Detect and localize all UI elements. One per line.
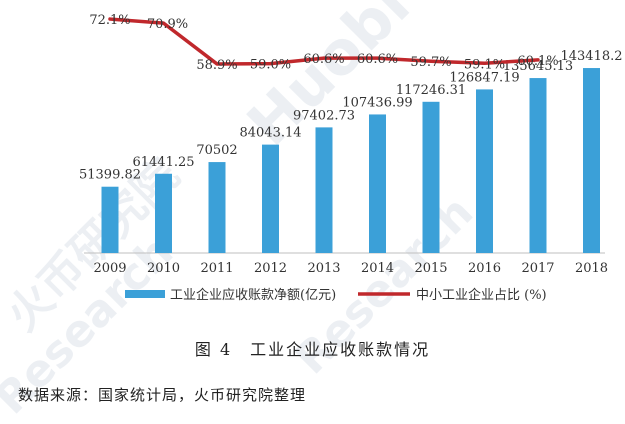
bar-value-label: 126847.19: [449, 70, 519, 85]
bar-value-label: 107436.99: [342, 95, 412, 110]
line-value-label: 60.6%: [357, 52, 398, 67]
bar-value-label: 97402.73: [293, 108, 355, 123]
line-value-label: 59.0%: [250, 58, 291, 73]
x-tick-label: 2016: [468, 261, 501, 276]
bar-2009: [101, 186, 119, 253]
bar-value-label: 51399.82: [79, 168, 141, 183]
x-tick-label: 2018: [575, 261, 608, 276]
bar-2013: [315, 127, 333, 253]
line-series-sme-share: [108, 17, 540, 66]
line-value-label: 60.1%: [517, 54, 558, 69]
bar-2018: [583, 68, 600, 253]
bar-2011: [208, 162, 226, 253]
figure-caption: 图 4 工业企业应收账款情况: [194, 340, 431, 359]
legend-label-line: 中小工业企业占比 (%): [416, 287, 547, 303]
bar-value-label: 117246.31: [396, 83, 466, 98]
line-value-label: 59.1%: [464, 57, 505, 72]
line-value-label: 72.1%: [89, 13, 130, 28]
x-tick-label: 2011: [200, 261, 233, 276]
bar-value-label: 84043.14: [239, 126, 301, 141]
bar-value-label: 61441.25: [132, 155, 194, 170]
bar-2015: [422, 101, 440, 253]
legend-label-bar: 工业企业应收账款净额(亿元): [170, 287, 336, 303]
x-tick-label: 2014: [361, 261, 394, 276]
bar-value-label: 143418.2: [560, 49, 622, 64]
x-tick-label: 2017: [521, 261, 554, 276]
x-tick-label: 2013: [307, 261, 340, 276]
bar-2017: [529, 78, 547, 253]
line-value-label: 59.7%: [410, 55, 451, 70]
x-tick-label: 2015: [414, 261, 447, 276]
bar-value-label: 70502: [196, 143, 237, 158]
bar-2016: [476, 89, 493, 254]
data-source-note: 数据来源：国家统计局，火币研究院整理: [18, 386, 307, 404]
x-tick-label: 2009: [93, 261, 126, 276]
line-value-label: 70.9%: [147, 17, 188, 32]
legend-swatch-bar: [125, 290, 165, 298]
x-tick-label: 2010: [147, 261, 180, 276]
bar-value-label: 135645.13: [503, 59, 573, 74]
x-tick-label: 2012: [254, 261, 287, 276]
line-value-label: 60.6%: [303, 52, 344, 67]
bar-2014: [369, 114, 386, 253]
line-value-label: 58.9%: [196, 58, 237, 73]
bar-2010: [155, 173, 172, 253]
bar-2012: [262, 144, 279, 253]
